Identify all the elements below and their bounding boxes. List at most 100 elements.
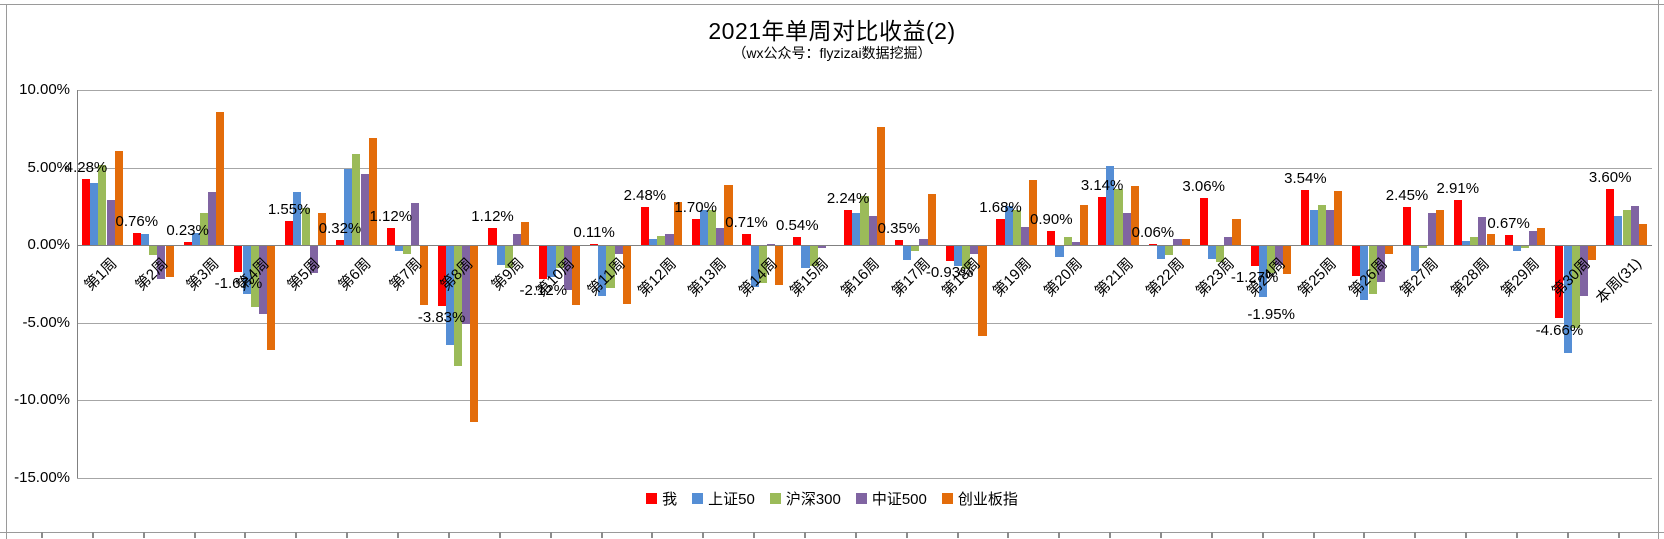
x-axis-label: 第5周	[284, 255, 324, 295]
gridline	[77, 478, 1652, 479]
bar-沪深300-第2周	[149, 246, 158, 256]
bar-我-第24周	[1250, 246, 1259, 266]
bar-中证500-第4周	[258, 246, 268, 315]
gridline	[77, 245, 1652, 247]
window-border-top	[0, 4, 1664, 5]
bar-我-第16周	[844, 210, 853, 246]
x-axis-label: 第20周	[1040, 255, 1086, 301]
bar-我-第19周	[996, 219, 1005, 246]
data-label: -1.27%	[1230, 268, 1279, 286]
bar-上证50-第23周	[1207, 246, 1216, 259]
bar-沪深300-第20周	[1063, 237, 1072, 246]
bar-我-第28周	[1453, 200, 1462, 246]
x-axis-label: 第1周	[81, 255, 121, 295]
bar-创业板指-第5周	[317, 212, 327, 246]
legend: 我 上证50 沪深300 中证500 创业板指	[0, 488, 1664, 509]
sheet-column-tick	[702, 532, 705, 538]
data-label: -4.66%	[1535, 321, 1584, 339]
sheet-column-tick	[397, 532, 399, 538]
bar-中证500-第7周	[411, 203, 420, 246]
bar-创业板指-第3周	[216, 111, 225, 246]
bar-中证500-第9周	[513, 234, 522, 246]
bar-中证500-第12周	[665, 234, 674, 246]
bar-沪深300-第30周	[1571, 246, 1580, 329]
bar-上证50-本周(31)	[1614, 215, 1623, 246]
bar-上证50-第13周	[699, 209, 708, 246]
data-label: 0.76%	[115, 213, 159, 231]
bar-我-第10周	[539, 246, 548, 280]
data-label: 0.35%	[877, 219, 921, 237]
data-label: 2.91%	[1436, 180, 1480, 197]
data-label: 0.71%	[725, 214, 768, 232]
y-axis-label: 10.00%	[19, 81, 70, 98]
x-axis-label: 第12周	[634, 255, 680, 301]
bar-我-第5周	[285, 221, 294, 246]
bar-沪深300-本周(31)	[1622, 209, 1631, 246]
bar-上证50-第29周	[1512, 246, 1521, 251]
x-axis-label: 第29周	[1498, 255, 1544, 301]
bar-沪深300-第6周	[352, 153, 361, 246]
bar-创业板指-第1周	[114, 150, 123, 246]
window-border-right	[1658, 0, 1659, 539]
bar-我-第11周	[590, 243, 599, 246]
bar-上证50-第25周	[1309, 209, 1318, 246]
data-label: 1.55%	[267, 201, 311, 219]
bar-上证50-第21周	[1106, 166, 1115, 246]
data-label: 0.54%	[776, 216, 819, 234]
sheet-column-tick	[1465, 532, 1468, 538]
bar-创业板指-第8周	[470, 246, 479, 423]
sheet-column-tick	[854, 532, 857, 538]
sheet-column-tick	[1058, 532, 1061, 538]
bar-我-第9周	[488, 227, 497, 246]
bar-创业板指-第25周	[1334, 190, 1343, 246]
bar-沪深300-第5周	[301, 208, 310, 246]
bar-上证50-第4周	[242, 246, 251, 295]
window-border-left	[6, 4, 7, 539]
bar-我-第14周	[742, 234, 751, 246]
bar-我-第1周	[81, 178, 91, 246]
legend-item-我: 我	[646, 488, 677, 509]
gridline	[77, 400, 1652, 402]
bar-上证50-第1周	[90, 183, 99, 246]
bar-中证500-第13周	[716, 228, 725, 246]
sheet-column-tick	[803, 532, 806, 538]
data-label: -2.12%	[519, 282, 568, 300]
bar-沪深300-第17周	[911, 246, 920, 251]
legend-label: 中证500	[871, 491, 927, 508]
data-label: 0.11%	[573, 223, 615, 241]
bar-中证500-第16周	[868, 215, 877, 246]
bar-中证500-第20周	[1071, 242, 1080, 246]
bar-我-第25周	[1301, 190, 1310, 246]
bar-上证50-第26周	[1360, 246, 1369, 301]
bar-沪深300-第18周	[962, 246, 971, 270]
bar-沪深300-第28周	[1470, 237, 1479, 246]
data-label: -1.95%	[1247, 305, 1295, 323]
bar-创业板指-第11周	[622, 246, 631, 304]
bar-沪深300-第15周	[809, 246, 818, 267]
bar-创业板指-第14周	[775, 246, 784, 285]
bar-我-第2周	[132, 233, 141, 246]
bar-我-第3周	[183, 241, 192, 246]
y-axis-label: -10.00%	[14, 391, 70, 409]
x-axis-label: 第13周	[685, 255, 731, 301]
bar-沪深300-第9周	[504, 246, 513, 268]
bar-创业板指-第21周	[1130, 186, 1139, 246]
data-label: 3.06%	[1182, 177, 1225, 195]
legend-label: 创业板指	[957, 491, 1018, 508]
bar-上证50-第3周	[191, 232, 200, 246]
gridline	[77, 167, 1652, 169]
gridline	[77, 90, 1652, 91]
bar-上证50-第28周	[1461, 240, 1471, 246]
bar-中证500-第14周	[767, 243, 776, 246]
bar-中证500-本周(31)	[1630, 206, 1639, 246]
bar-中证500-第3周	[208, 192, 217, 246]
bar-创业板指-第7周	[419, 246, 428, 306]
bar-创业板指-第28周	[1486, 234, 1495, 246]
bar-我-第20周	[1047, 231, 1056, 246]
bar-创业板指-第12周	[673, 201, 682, 246]
x-axis-label: 第22周	[1142, 255, 1188, 301]
bar-创业板指-第10周	[572, 246, 581, 306]
bar-上证50-第14周	[750, 246, 759, 287]
sheet-column-tick	[1210, 532, 1213, 538]
